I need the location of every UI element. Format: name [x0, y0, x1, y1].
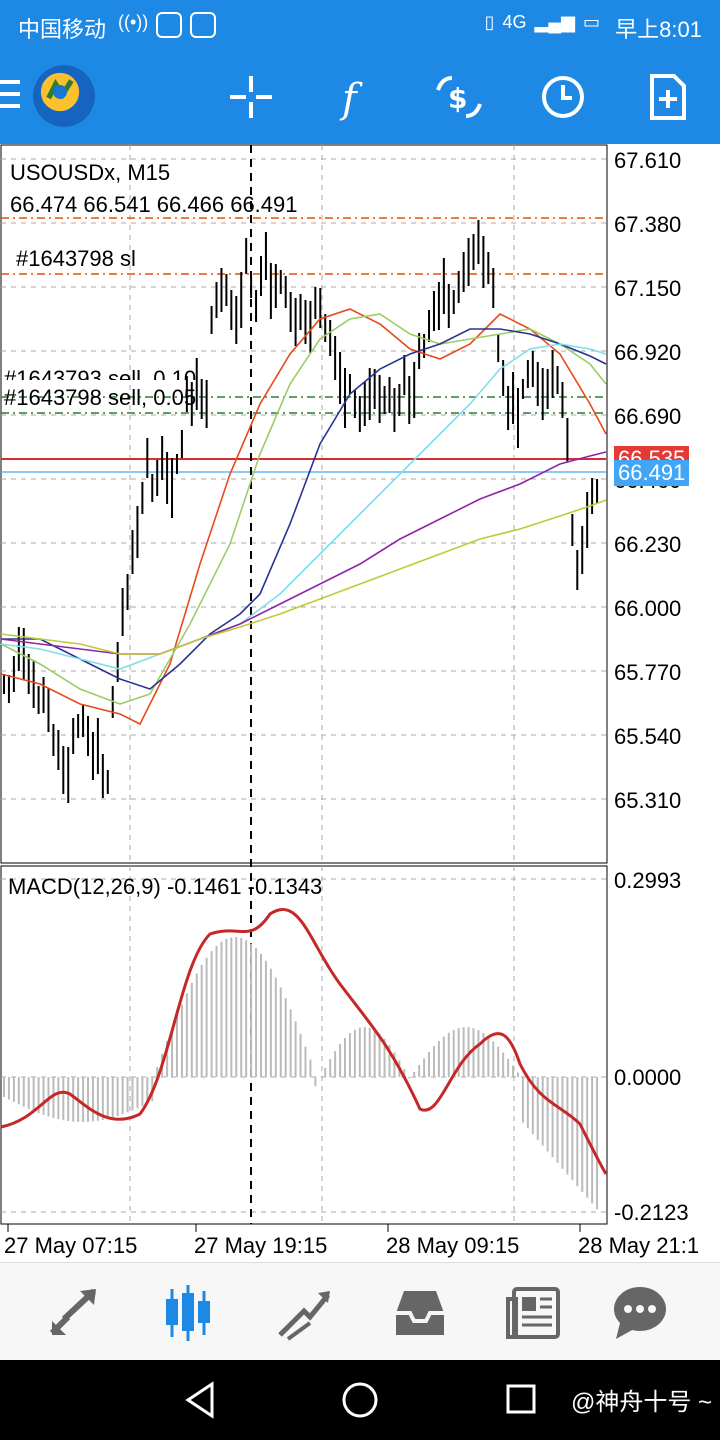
macd-pane-frame	[0, 865, 608, 1225]
battery-icon: ▭	[582, 12, 600, 32]
main-pane-frame	[0, 144, 608, 864]
history-icon[interactable]	[390, 1283, 450, 1343]
signal-icon: ▂▄▆	[534, 12, 575, 32]
order-sell-label-1-clip: #1643793 sell, 0.10	[4, 366, 234, 380]
recents-icon[interactable]	[506, 1384, 536, 1414]
chart-icon[interactable]	[158, 1283, 218, 1343]
price-tick: 66.690	[614, 404, 682, 429]
svg-text:f: f	[339, 76, 363, 122]
price-tick: 65.310	[614, 788, 682, 813]
price-tick: 66.230	[614, 532, 682, 557]
time-tick: 27 May 07:15	[4, 1233, 138, 1258]
macd-tick: -0.2123	[614, 1200, 689, 1225]
time-tick: 28 May 21:1	[578, 1233, 700, 1258]
ma-cyan-line	[0, 343, 607, 670]
ma-green-line	[0, 313, 607, 705]
app-notification-icon	[156, 12, 183, 38]
price-tick: 66.000	[614, 596, 682, 621]
chat-icon[interactable]	[610, 1283, 670, 1343]
macd-tick: 0.0000	[614, 1065, 682, 1090]
new-order-icon[interactable]	[640, 70, 694, 124]
news-icon[interactable]	[504, 1283, 564, 1343]
ma-red-line	[0, 308, 607, 726]
price-tick: 66.920	[614, 340, 682, 365]
trade-icon[interactable]	[274, 1283, 334, 1343]
quotes-icon[interactable]	[44, 1283, 104, 1343]
clock-icon[interactable]	[536, 70, 590, 124]
macd-signal-line	[0, 907, 608, 1175]
ma-yellow-line	[0, 499, 607, 655]
system-navigation-bar: @神舟十号 ~	[0, 1360, 720, 1440]
symbol-timeframe: USOUSDx, M15	[10, 160, 171, 185]
app-notification-icon-2	[190, 12, 217, 38]
clock-time: 早上8:01	[615, 17, 702, 42]
ma-blue-line	[1, 328, 607, 690]
carrier-name: 中国移动	[18, 17, 107, 42]
bottom-navigation	[0, 1262, 720, 1360]
crosshair-icon[interactable]	[224, 70, 278, 124]
price-tick: 67.380	[614, 212, 682, 237]
vibrate-icon: ▯	[484, 12, 495, 32]
home-icon[interactable]	[342, 1382, 378, 1418]
time-tick: 27 May 19:15	[194, 1233, 328, 1258]
network-type: 4G	[502, 12, 527, 32]
svg-text:$: $	[448, 82, 467, 115]
metatrader-logo[interactable]	[33, 65, 95, 127]
watermark-text: @神舟十号 ~	[570, 1389, 712, 1416]
wifi-icon: ((•))	[118, 12, 149, 32]
macd-tick: 0.2993	[614, 868, 682, 893]
ohlc-values: 66.474 66.541 66.466 66.491	[10, 192, 298, 217]
menu-icon[interactable]	[0, 80, 22, 112]
price-tick: 65.540	[614, 724, 682, 749]
indicator-f-icon[interactable]: f	[328, 70, 382, 124]
order-sl-label: #1643798 sl	[16, 246, 136, 271]
currency-exchange-icon[interactable]: $	[432, 70, 486, 124]
chart-canvas[interactable]	[0, 144, 720, 1262]
back-icon[interactable]	[185, 1381, 214, 1419]
top-toolbar: f $	[0, 50, 720, 144]
order-sell-label-1: #1643793 sell, 0.10	[4, 366, 197, 380]
macd-label: MACD(12,26,9) -0.1461 -0.1343	[8, 874, 323, 899]
status-bar: 中国移动 ((•)) ▯ 4G ▂▄▆ ▭ 早上8:01	[0, 0, 720, 50]
time-tick: 28 May 09:15	[386, 1233, 520, 1258]
price-tick: 67.150	[614, 276, 682, 301]
price-tick: 65.770	[614, 660, 682, 685]
bid-price-box: 66.491	[614, 460, 690, 486]
ma-purple-line	[0, 451, 607, 655]
price-chart[interactable]: USOUSDx, M15 66.474 66.541 66.466 66.491…	[0, 144, 720, 1262]
order-sell-label-2: #1643798 sell, 0.05	[4, 385, 197, 410]
price-tick: 67.610	[614, 148, 682, 173]
